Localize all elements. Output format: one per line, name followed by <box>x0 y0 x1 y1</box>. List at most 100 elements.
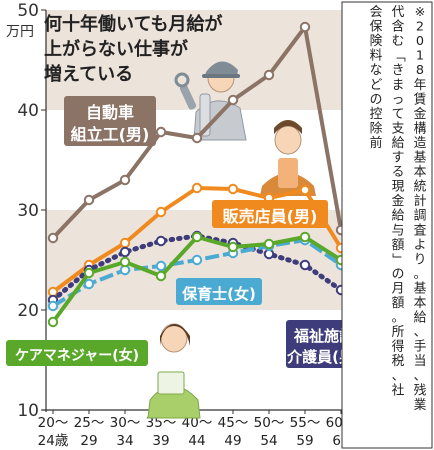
note-char: て <box>392 107 405 122</box>
note-char: 会 <box>370 5 383 20</box>
note-char: 給 <box>392 136 405 151</box>
mechanic-illustration <box>174 61 247 141</box>
data-point <box>47 232 59 244</box>
data-point <box>227 183 239 195</box>
note-char: 月 <box>392 281 405 296</box>
series-label-1: 販売店員(男) <box>212 200 328 228</box>
x-tick-label: 44 <box>188 433 205 449</box>
note-char: 額 <box>392 296 405 311</box>
x-tick-label: 34 <box>116 433 133 449</box>
data-point <box>155 260 167 272</box>
grid-band-0 <box>46 10 342 110</box>
series-label-box <box>212 200 328 228</box>
note-char: 険 <box>370 34 383 49</box>
title-line-3: 増えている <box>44 63 133 85</box>
data-point <box>83 194 95 206</box>
note-char: 0 <box>416 34 424 49</box>
data-point <box>155 206 167 218</box>
note-char: 税 <box>392 354 405 369</box>
data-point <box>83 267 95 279</box>
note-char: 、 <box>392 369 405 384</box>
x-tick-label: 50〜 <box>254 415 285 431</box>
data-point <box>191 132 203 144</box>
note-char: 含 <box>392 19 405 35</box>
data-point <box>299 231 311 243</box>
note-char: る <box>392 165 405 180</box>
x-tick-label: 25〜 <box>74 415 105 431</box>
x-tick-label: 55〜 <box>290 415 321 431</box>
note-char: よ <box>414 238 427 253</box>
x-tick-label: 45〜 <box>218 415 249 431</box>
series-label-text: 福祉施設 <box>293 327 355 345</box>
y-tick-label: 30 <box>17 201 39 221</box>
y-tick-label: 50 <box>17 1 39 21</box>
note-char: 8 <box>416 63 424 78</box>
data-point <box>47 300 59 312</box>
series-label-box <box>6 340 148 366</box>
data-point <box>119 256 131 268</box>
note-char: ど <box>370 78 383 93</box>
note-char: 料 <box>370 49 383 64</box>
note-char: 除 <box>370 121 383 136</box>
note-char: 手 <box>414 340 427 355</box>
note-char: き <box>392 63 405 78</box>
data-point <box>47 316 59 328</box>
data-point <box>299 21 311 33</box>
note-char: 本 <box>414 165 427 180</box>
note-char: 年 <box>414 78 427 93</box>
note-char: 基 <box>414 281 427 296</box>
x-tick-label: 54 <box>260 433 277 449</box>
note-char: 1 <box>416 49 424 64</box>
data-point <box>191 254 203 266</box>
x-tick-label: 59 <box>296 433 313 449</box>
x-tick-label: 39 <box>152 433 169 449</box>
series-0 <box>47 21 347 244</box>
note-char: 与 <box>392 223 405 238</box>
note-char: な <box>370 63 383 78</box>
chart-title: 何十年働いても月給が 上がらない仕事が 増えている <box>44 13 223 85</box>
data-point <box>263 238 275 250</box>
y-tick-label: 10 <box>17 401 39 421</box>
note-char: 前 <box>370 135 383 151</box>
note-char: 調 <box>414 209 427 224</box>
data-point <box>155 235 167 247</box>
y-axis-unit: 万円 <box>6 24 34 40</box>
data-point <box>83 278 95 290</box>
series-label-text: ケアマネジャー(女) <box>15 347 139 364</box>
data-point <box>299 259 311 271</box>
series-label-text: 販売店員(男) <box>223 207 318 226</box>
series-4 <box>47 231 347 328</box>
note-char: の <box>392 267 405 282</box>
note-char: 基 <box>414 151 427 166</box>
y-tick-label: 40 <box>17 101 39 121</box>
data-point <box>227 94 239 106</box>
note-char: 支 <box>392 121 405 136</box>
note-char: り <box>414 252 427 267</box>
note-char: 2 <box>416 20 424 35</box>
note-char: 代 <box>392 5 405 20</box>
series-label-box <box>64 96 156 146</box>
data-point <box>119 237 131 249</box>
note-char: っ <box>392 92 405 107</box>
note-char: 得 <box>392 339 405 355</box>
note-char: 賃 <box>414 92 427 107</box>
data-point <box>299 184 311 196</box>
series-layer <box>47 21 347 328</box>
care-worker-illustration <box>147 323 201 419</box>
x-tick-label: 20〜 <box>38 415 69 431</box>
note-char: 金 <box>414 106 427 122</box>
note-char: 。 <box>392 311 405 326</box>
series-label-text: 保育士(女) <box>181 285 256 303</box>
note-char: 社 <box>392 382 405 398</box>
title-line-1: 何十年働いても月給が <box>44 13 223 35</box>
series-label-text: 自動車 <box>86 103 134 122</box>
note-char: 「 <box>390 49 405 62</box>
note-char: 計 <box>414 193 427 209</box>
note-char: す <box>392 151 405 166</box>
shop-clerk-illustration <box>260 120 316 196</box>
y-axis-unit-label: 万円 <box>6 24 34 40</box>
note-char: 金 <box>392 193 405 209</box>
